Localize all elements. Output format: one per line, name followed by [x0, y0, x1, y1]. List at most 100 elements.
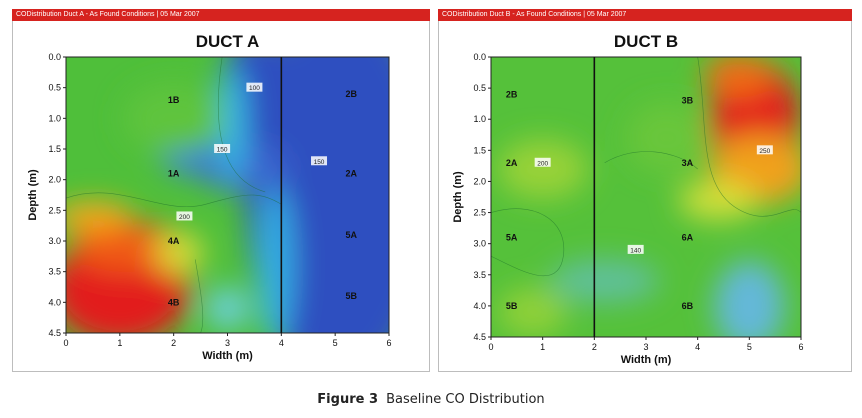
duct-a-y-tick-label: 0.0: [48, 52, 61, 62]
duct-b-contour-label-box: [756, 145, 773, 155]
duct-a-contour-label-box: [176, 211, 193, 221]
duct-a-field-blob: [154, 231, 205, 276]
duct-a-y-tick-label: 4.5: [48, 328, 61, 338]
duct-b-field-blob: [497, 139, 588, 199]
duct-b-x-tick-label: 1: [540, 342, 545, 352]
duct-b-panel: CODistribution Duct B - As Found Conditi…: [438, 0, 852, 372]
duct-a-zone-label: 4A: [168, 236, 180, 246]
duct-a-contour-label: 200: [179, 214, 190, 221]
duct-b-zone-label: 3A: [682, 158, 694, 168]
duct-a-title: DUCT A: [196, 32, 260, 51]
duct-a-zone-label: 5B: [346, 291, 358, 301]
duct-b-chart: DUCT B 0 1 2 3 4 5 6 0.0 0.5 1.0 1.5 2.0 2.5 3.0 3.5 4.0…: [452, 32, 804, 366]
duct-b-field-blob: [714, 260, 785, 337]
duct-b-x-tick-label: 3: [643, 342, 648, 352]
duct-a-contour-line: [66, 192, 282, 208]
duct-b-contour-line: [604, 151, 698, 170]
duct-a-y-tick-label: 1.0: [48, 113, 61, 123]
duct-b-heatmap-field: [491, 57, 801, 337]
duct-a-zone-label: 2A: [346, 169, 358, 179]
duct-b-zone-label: 2A: [506, 158, 518, 168]
duct-a-x-tick-label: 2: [171, 338, 176, 348]
duct-a-x-tick-label: 0: [63, 338, 68, 348]
duct-a-x-tick-label: 5: [333, 338, 338, 348]
duct-b-y-tick-label: 4.5: [473, 332, 486, 342]
duct-a-contour-label-box: [214, 144, 231, 153]
duct-a-contour-line: [194, 259, 204, 333]
duct-b-contour-line: [697, 57, 801, 217]
duct-a-y-axis-label: Depth (m): [27, 169, 39, 221]
duct-b-y-axis-label: Depth (m): [452, 171, 464, 223]
duct-b-contour-label: 250: [759, 148, 770, 155]
duct-a-header-bar: CODistribution Duct A - As Found Conditi…: [12, 9, 430, 21]
duct-a-frame: DUCT A 0 1 2 3 4 5 6 0.0 0.5 1.0 1.5 2.0 2.5 3.0 3.5 4.0…: [12, 21, 430, 372]
duct-a-x-tick-label: 3: [225, 338, 230, 348]
figure-caption-text: Baseline CO Distribution: [386, 392, 545, 407]
duct-b-y-tick-label: 3.0: [473, 239, 486, 249]
duct-b-y-tick-label: 0.5: [473, 83, 486, 93]
duct-b-y-tick-label: 2.0: [473, 176, 486, 186]
duct-a-header-text: CODistribution Duct A - As Found Conditi…: [16, 11, 200, 18]
duct-b-x-tick-label: 0: [488, 342, 493, 352]
duct-a-x-axis-label: Width (m): [202, 350, 253, 362]
duct-b-x-tick-label: 4: [695, 342, 700, 352]
duct-a-y-tick-label: 4.0: [48, 297, 61, 307]
duct-a-y-tick-label: 2.5: [48, 205, 61, 215]
duct-b-x-tick-label: 6: [798, 342, 803, 352]
duct-a-y-tick-label: 3.0: [48, 236, 61, 246]
duct-b-frame: DUCT B 0 1 2 3 4 5 6 0.0 0.5 1.0 1.5 2.0 2.5 3.0 3.5 4.0…: [438, 21, 852, 372]
duct-a-zone-label: 4B: [168, 297, 180, 307]
duct-b-field-blob: [497, 287, 568, 337]
duct-b-contour-line: [491, 208, 565, 277]
duct-a-zone-label: 1B: [168, 95, 180, 105]
duct-a-chart: DUCT A 0 1 2 3 4 5 6 0.0 0.5 1.0 1.5 2.0 2.5 3.0 3.5 4.0…: [27, 32, 392, 362]
duct-b-field-blob: [678, 180, 759, 221]
duct-a-field-blob: [66, 201, 133, 232]
duct-a-y-tick-label: 0.5: [48, 83, 61, 93]
duct-b-y-tick-label: 2.5: [473, 208, 486, 218]
duct-b-zone-label: 2B: [506, 89, 518, 99]
duct-b-y-tick-label: 3.5: [473, 270, 486, 280]
duct-a-field-blob: [218, 64, 247, 185]
duct-a-heatmap-field: [66, 57, 389, 333]
duct-b-title: DUCT B: [614, 32, 678, 51]
duct-b-zone-label: 5A: [506, 232, 518, 242]
duct-a-contour-label-box: [246, 82, 263, 92]
duct-a-y-tick-label: 2.0: [48, 175, 61, 185]
duct-b-zone-label: 6A: [682, 232, 694, 242]
duct-a-field-blob: [205, 286, 250, 331]
duct-b-y-tick-label: 0.0: [473, 52, 486, 62]
duct-a-y-tick-label: 1.5: [48, 144, 61, 154]
duct-a-x-tick-label: 4: [279, 338, 284, 348]
figure-label: Figure 3: [317, 392, 378, 407]
duct-b-contour-label-box: [627, 244, 644, 254]
duct-a-contour-label: 150: [217, 147, 228, 154]
duct-b-zone-label: 5B: [506, 301, 518, 311]
duct-a-y-tick-label: 3.5: [48, 267, 61, 277]
duct-b-zone-label: 6B: [682, 301, 694, 311]
duct-b-y-tick-label: 1.0: [473, 114, 486, 124]
duct-b-header-text: CODistribution Duct B - As Found Conditi…: [442, 11, 627, 18]
duct-b-field-blob: [626, 102, 707, 173]
duct-b-zone-label: 3B: [682, 96, 694, 106]
duct-a-contour-label-box: [311, 156, 328, 166]
duct-a-zone-label: 2B: [346, 89, 358, 99]
duct-a-contour-label: 100: [249, 85, 260, 92]
duct-a-x-tick-label: 6: [386, 338, 391, 348]
duct-a-field-blob: [123, 83, 224, 154]
duct-a-panel: CODistribution Duct A - As Found Conditi…: [12, 0, 430, 372]
duct-b-x-axis-label: Width (m): [621, 354, 672, 366]
duct-b-contour-label: 200: [537, 160, 548, 167]
figure-caption: Figure 3 Baseline CO Distribution: [0, 392, 862, 407]
duct-a-x-tick-label: 1: [117, 338, 122, 348]
duct-a-contour-label: 150: [314, 159, 325, 166]
duct-b-field-blob: [704, 57, 774, 98]
duct-b-header-bar: CODistribution Duct B - As Found Conditi…: [438, 9, 852, 21]
duct-a-zone-label: 1A: [168, 169, 180, 179]
duct-b-x-tick-label: 5: [747, 342, 752, 352]
duct-b-y-tick-label: 1.5: [473, 145, 486, 155]
duct-a-zone-label: 5A: [346, 230, 358, 240]
duct-b-contour-label: 140: [630, 247, 641, 254]
duct-b-y-tick-label: 4.0: [473, 301, 486, 311]
duct-b-contour-label-box: [534, 157, 551, 167]
